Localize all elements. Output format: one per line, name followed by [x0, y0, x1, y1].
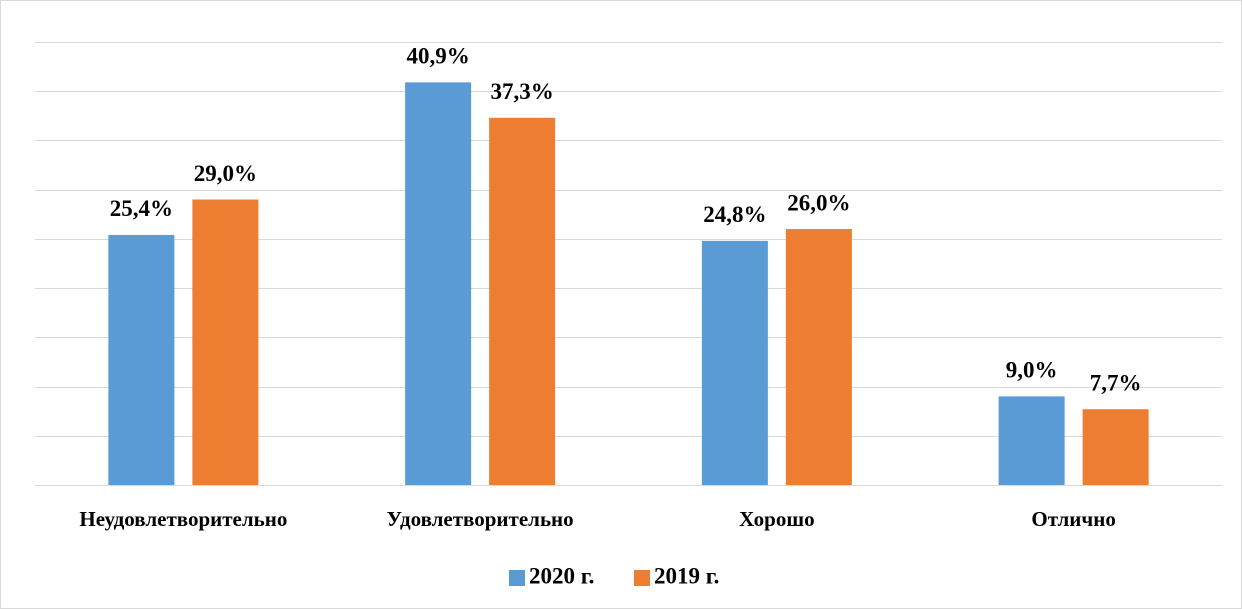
data-label: 37,3% — [491, 79, 554, 104]
legend-swatch — [509, 570, 525, 586]
x-tick-label: Хорошо — [739, 507, 814, 531]
bar — [108, 234, 175, 485]
bar — [1082, 409, 1149, 485]
legend-swatch — [634, 570, 650, 586]
data-label: 7,7% — [1090, 370, 1142, 395]
data-label: 24,8% — [703, 202, 766, 227]
legend-label: 2020 г. — [529, 563, 594, 588]
data-label: 29,0% — [194, 161, 257, 186]
bar — [701, 240, 768, 485]
bar — [998, 396, 1065, 485]
bar — [489, 117, 556, 486]
x-tick-label: Удовлетворительно — [387, 507, 574, 531]
data-label: 26,0% — [787, 190, 850, 215]
bar — [405, 82, 472, 486]
bar — [192, 199, 259, 485]
x-tick-label: Отлично — [1031, 507, 1115, 531]
bar — [785, 229, 852, 485]
data-label: 25,4% — [110, 196, 173, 221]
legend-label: 2019 г. — [654, 563, 719, 588]
x-tick-label: Неудовлетворительно — [79, 507, 287, 531]
data-label: 9,0% — [1006, 358, 1058, 383]
data-label: 40,9% — [407, 44, 470, 69]
